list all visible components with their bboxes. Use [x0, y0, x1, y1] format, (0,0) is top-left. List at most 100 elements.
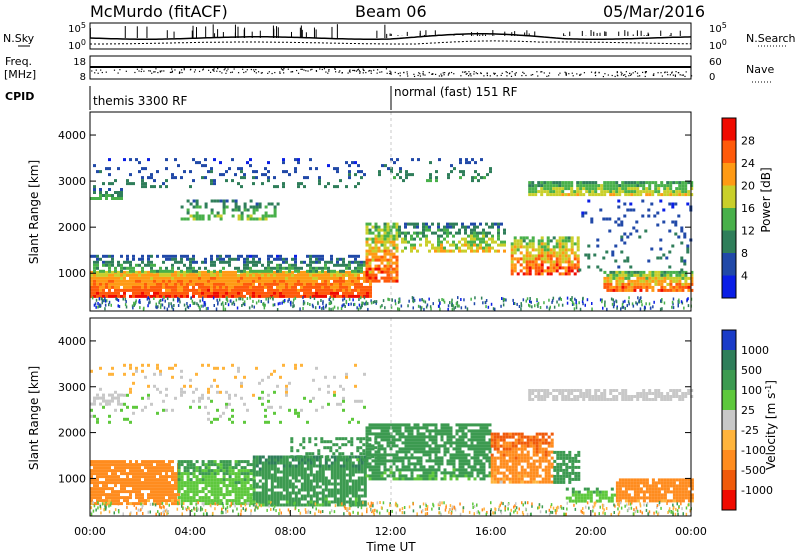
data-cell	[96, 294, 99, 298]
data-cell	[261, 482, 265, 486]
data-cell	[309, 276, 312, 280]
data-cell	[255, 455, 259, 459]
data-cell	[147, 254, 150, 258]
data-cell	[246, 285, 249, 289]
data-cell	[684, 276, 688, 280]
data-cell	[150, 487, 153, 491]
data-cell	[636, 279, 640, 283]
data-cell	[663, 273, 667, 277]
data-cell	[237, 499, 241, 503]
data-cell	[288, 479, 292, 483]
data-cell	[309, 263, 312, 267]
data-cell	[261, 182, 264, 186]
data-cell	[213, 490, 217, 494]
cpid-segment-1: themis 3300 RF	[93, 94, 187, 108]
data-cell	[330, 467, 334, 471]
data-cell	[228, 463, 232, 467]
data-cell	[249, 463, 253, 467]
data-cell	[627, 288, 631, 292]
data-cell	[285, 461, 289, 465]
data-cell	[447, 304, 450, 308]
data-cell	[374, 459, 378, 463]
data-cell	[449, 231, 452, 235]
data-cell	[207, 469, 211, 473]
data-cell	[321, 254, 324, 258]
data-cell	[150, 254, 153, 258]
data-cell	[336, 288, 339, 292]
data-cell	[330, 488, 334, 492]
data-cell	[503, 249, 506, 253]
data-cell	[165, 279, 168, 283]
data-cell	[579, 187, 583, 191]
data-cell	[470, 249, 473, 253]
data-cell	[404, 222, 407, 226]
nave-dot	[178, 72, 181, 74]
data-cell	[207, 291, 210, 295]
nave-dot	[311, 68, 313, 71]
data-cell	[633, 285, 637, 289]
data-cell	[492, 307, 495, 311]
data-cell	[684, 190, 688, 194]
data-cell	[147, 257, 150, 261]
data-cell	[666, 184, 670, 188]
data-cell	[285, 488, 289, 492]
nave-dot	[287, 68, 289, 70]
data-cell	[312, 269, 315, 273]
data-cell	[635, 301, 637, 305]
data-cell	[377, 258, 381, 262]
data-cell	[671, 300, 674, 304]
nave-dot	[616, 74, 618, 76]
data-cell	[510, 257, 514, 261]
data-cell	[425, 240, 428, 244]
data-cell	[377, 435, 381, 439]
data-cell	[519, 236, 523, 240]
data-cell	[168, 291, 171, 295]
data-cell	[195, 279, 198, 283]
data-cell	[258, 205, 262, 209]
data-cell	[285, 291, 288, 295]
data-cell	[246, 260, 249, 264]
data-cell	[294, 296, 297, 300]
data-cell	[485, 249, 488, 253]
data-cell	[120, 460, 123, 464]
data-cell	[383, 462, 387, 466]
data-cell	[159, 463, 162, 467]
data-cell	[668, 202, 672, 206]
data-cell	[252, 291, 255, 295]
data-cell	[234, 496, 238, 500]
data-cell	[485, 231, 488, 235]
data-cell	[306, 291, 309, 295]
data-cell	[552, 269, 556, 273]
data-cell	[252, 497, 256, 501]
data-cell	[261, 464, 265, 468]
data-cell	[126, 288, 129, 292]
data-cell	[216, 291, 219, 295]
data-cell	[354, 491, 358, 495]
data-cell	[351, 260, 354, 264]
data-cell	[528, 187, 532, 191]
data-cell	[189, 202, 193, 206]
data-cell	[335, 437, 339, 441]
data-cell	[324, 497, 328, 501]
data-cell	[91, 296, 94, 300]
data-cell	[579, 193, 583, 197]
nave-dot	[546, 75, 548, 77]
data-cell	[240, 254, 243, 258]
data-cell	[485, 222, 488, 226]
data-cell	[238, 297, 240, 301]
data-cell	[513, 236, 517, 240]
data-cell	[192, 217, 196, 221]
data-cell	[237, 460, 241, 464]
data-cell	[374, 246, 378, 250]
data-cell	[210, 478, 214, 482]
station-title: McMurdo (fitACF)	[90, 2, 228, 21]
data-cell	[300, 473, 304, 477]
data-cell	[168, 304, 170, 308]
data-cell	[360, 296, 362, 300]
power-y-label: Slant Range [km]	[27, 160, 41, 264]
data-cell	[294, 497, 298, 501]
data-cell	[144, 273, 147, 277]
data-cell	[189, 282, 192, 286]
data-cell	[449, 222, 452, 226]
data-cell	[482, 234, 485, 238]
